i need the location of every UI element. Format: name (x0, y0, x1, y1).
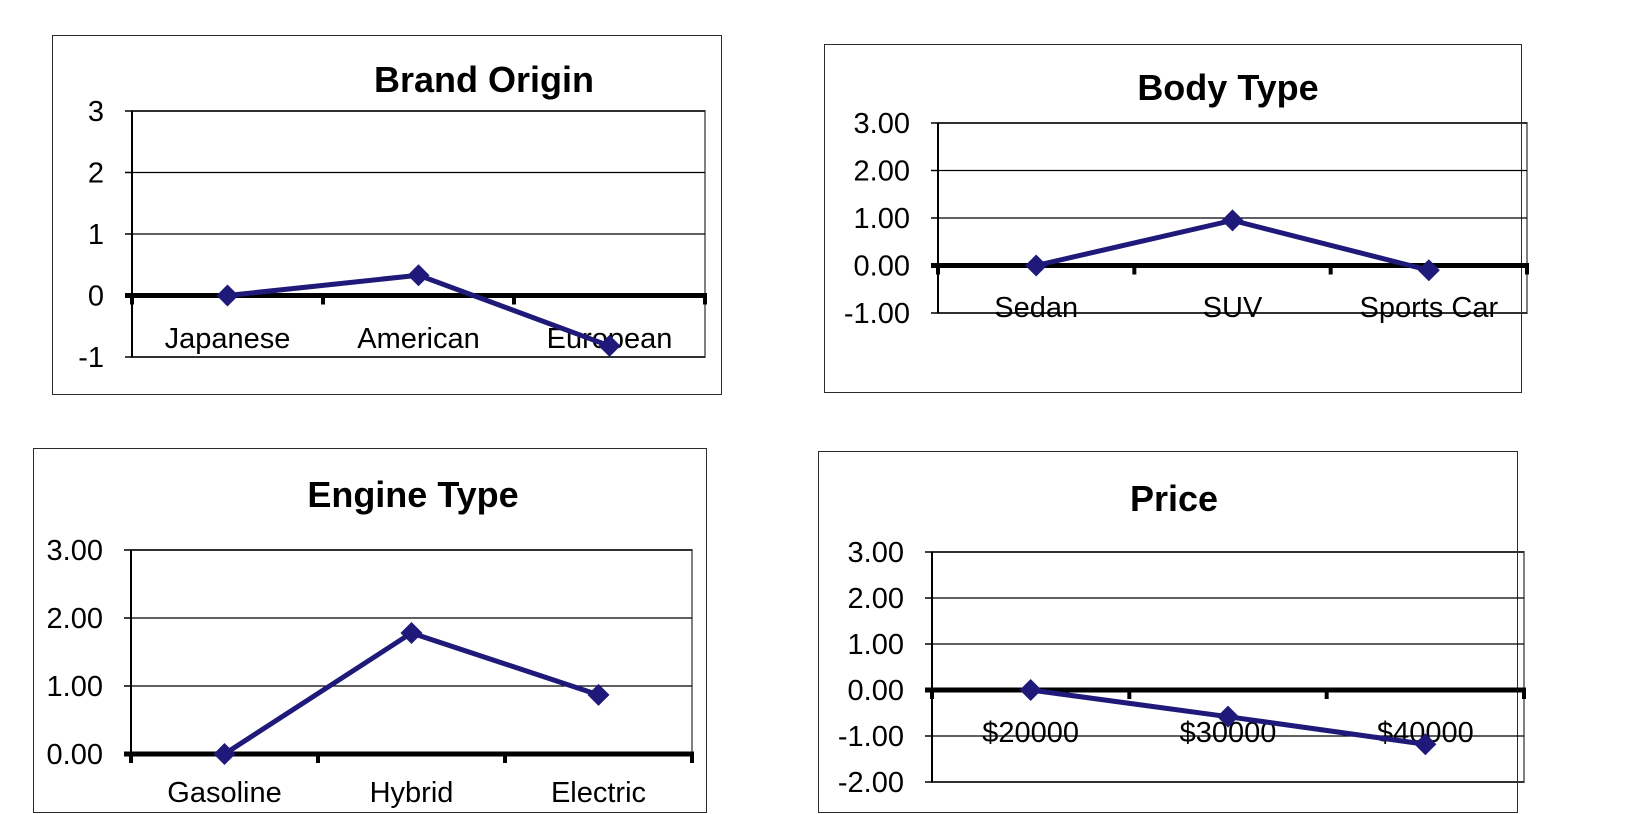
chart0-ytick-label: -1 (78, 342, 104, 374)
chart2-ytick-label: 2.00 (47, 603, 103, 635)
chart3-title: Price (1130, 478, 1218, 519)
chart1-data-point (1025, 254, 1048, 277)
chart2-data-point (213, 743, 236, 765)
chart3-ytick-label: 0.00 (848, 675, 904, 707)
chart-panel-brand-origin (52, 35, 722, 395)
chart1-ytick-label: 1.00 (854, 203, 910, 235)
chart2-ytick-label: 1.00 (47, 671, 103, 703)
chart1-ytick-label: 2.00 (854, 156, 910, 188)
chart2-plot-area (130, 549, 693, 755)
chart3-ytick-label: 3.00 (848, 537, 904, 569)
chart0-ytick-label: 0 (88, 281, 104, 313)
chart3-data-point (1414, 733, 1437, 756)
chart2-series-line (223, 630, 600, 757)
chart1-data-point (1417, 259, 1440, 282)
chart1-category-label: Sports Car (1360, 292, 1499, 324)
chart0-data-point (216, 284, 239, 307)
chart-panel-price (818, 451, 1518, 813)
chart2-data-point (400, 621, 423, 644)
chart2-title: Engine Type (307, 474, 518, 515)
chart0-ytick-label: 2 (88, 158, 104, 190)
chart1-title: Body Type (1137, 67, 1318, 108)
chart0-ytick-label: 3 (88, 96, 104, 128)
chart3-category-label: $20000 (982, 717, 1079, 749)
chart2-category-label: Hybrid (370, 777, 454, 809)
chart2-category-label: Gasoline (167, 777, 281, 809)
chart1-ytick-label: 0.00 (854, 251, 910, 283)
chart0-data-point (407, 264, 430, 287)
chart0-category-label: American (357, 323, 480, 355)
chart0-title: Brand Origin (374, 59, 594, 100)
chart3-data-point (1217, 705, 1239, 728)
chart1-category-label: Sedan (994, 292, 1078, 324)
chart0-ytick-label: 1 (88, 219, 104, 251)
chart3-ytick-label: 1.00 (848, 629, 904, 661)
chart1-ytick-label: -1.00 (844, 298, 910, 330)
chart0-data-point (598, 334, 621, 357)
chart2-data-point (587, 683, 610, 706)
chart2-ytick-label: 0.00 (47, 739, 103, 771)
chart1-data-point (1221, 209, 1244, 232)
chart3-ytick-label: -2.00 (838, 767, 904, 799)
chart3-ytick-label: 2.00 (848, 583, 904, 615)
chart2-category-label: Electric (551, 777, 646, 809)
chart2-ytick-label: 3.00 (47, 535, 103, 567)
chart3-ytick-label: -1.00 (838, 721, 904, 753)
chart3-data-point (1019, 679, 1042, 701)
chart1-ytick-label: 3.00 (854, 108, 910, 140)
chart1-category-label: SUV (1203, 292, 1263, 324)
chart0-category-label: Japanese (165, 323, 291, 355)
